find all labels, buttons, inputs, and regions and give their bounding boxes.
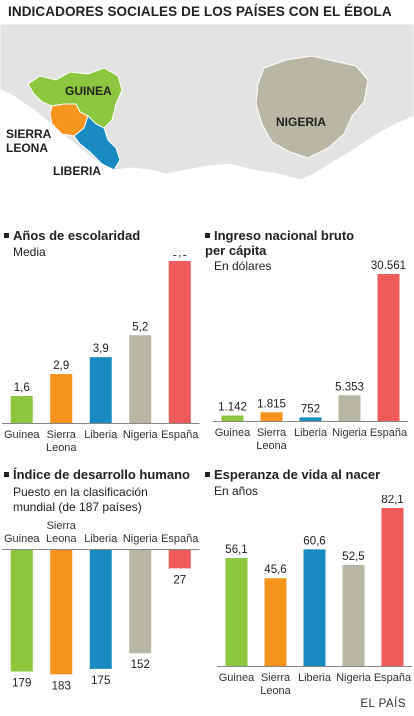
tick-label-nigeria: Nigeria <box>336 672 372 684</box>
data-label-guinea: 56,1 <box>225 544 247 556</box>
tick-label-espana: España <box>370 427 408 439</box>
bar-nigeria <box>129 550 152 654</box>
bar-nigeria <box>129 335 152 423</box>
bar-sierra-leona <box>260 412 283 421</box>
data-label-liberia: 175 <box>91 675 110 687</box>
page-title: INDICADORES SOCIALES DE LOS PAÍSES CON E… <box>8 4 392 19</box>
bar-espana <box>168 550 191 569</box>
bar-guinea <box>10 550 33 672</box>
chart-ingreso: 1.142 Guinea 1.815 Sierra Leona 752 Liberia 5.3… <box>213 260 408 452</box>
data-label-sierra-leona: 1.815 <box>257 398 286 410</box>
bar-liberia <box>89 357 112 423</box>
tick-label-sierra-leona: Sierra Leona <box>46 520 77 545</box>
bar-espana <box>377 274 400 421</box>
nigeria-shape <box>255 55 369 159</box>
west-africa-map <box>0 24 414 210</box>
tick-label-liberia: Liberia <box>84 429 118 441</box>
bar-guinea <box>225 558 248 666</box>
data-label-sierra-leona: 45,6 <box>264 564 286 576</box>
tick-label-espana: España <box>161 533 199 545</box>
data-label-guinea: 1.142 <box>218 402 247 414</box>
chart-subtitle-idh: Puesto en la clasificación mundial (de 1… <box>13 485 148 514</box>
data-label-guinea: 179 <box>12 678 31 690</box>
chart-idh: Guinea Sierra Leona Liberia Nigeria España 179… <box>2 520 200 692</box>
chart-title-text: Índice de desarrollo humano <box>13 467 190 482</box>
chart-title-idh: Índice de desarrollo humano <box>4 467 204 482</box>
map-label-guinea: GUINEA <box>65 84 112 98</box>
data-label-liberia: 752 <box>301 403 320 415</box>
tick-label-guinea: Guinea <box>4 429 40 441</box>
bullet-icon <box>4 233 9 239</box>
tick-label-nigeria: Nigeria <box>332 427 368 439</box>
chart-subtitle-escolaridad: Media <box>13 245 46 259</box>
tick-label-nigeria: Nigeria <box>123 429 159 441</box>
map-label-liberia: LIBERIA <box>53 164 101 178</box>
chart-esperanza: 56,1 Guinea 45,6 Sierra Leona 60,6 Liberia 52,5… <box>217 495 412 695</box>
bullet-icon <box>4 472 9 478</box>
data-label-sierra-leona: 2,9 <box>53 360 69 372</box>
chart-title-text: Esperanza de vida al nacer <box>214 467 381 482</box>
map-label-sierra-leona: SIERRA LEONA <box>6 127 51 155</box>
data-label-guinea: 1,6 <box>14 382 30 394</box>
data-label-espana: 9,6 <box>172 255 188 259</box>
bar-espana <box>168 261 191 423</box>
bar-guinea <box>221 415 244 421</box>
chart-title-esperanza: Esperanza de vida al nacer <box>205 467 410 482</box>
data-label-espana: 82,1 <box>381 495 403 506</box>
data-label-espana: 27 <box>173 574 186 586</box>
chart-title-text: Años de escolaridad <box>13 228 141 243</box>
tick-label-sierra-leona: Sierra Leona <box>260 672 291 695</box>
tick-label-liberia: Liberia <box>298 672 332 684</box>
data-label-espana: 30.561 <box>371 260 406 272</box>
bar-sierra-leona <box>264 578 287 666</box>
chart-title-text: Ingreso nacional bruto per cápita <box>205 228 355 258</box>
tick-label-espana: España <box>374 672 412 684</box>
data-label-nigeria: 152 <box>131 659 150 671</box>
tick-label-nigeria: Nigeria <box>123 533 159 545</box>
map-label-nigeria: NIGERIA <box>276 115 327 129</box>
liberia-shape <box>73 115 121 171</box>
bar-liberia <box>89 550 112 669</box>
chart-subtitle-esperanza: En años <box>214 484 259 498</box>
data-label-nigeria: 52,5 <box>342 551 364 563</box>
tick-label-guinea: Guinea <box>4 533 40 545</box>
bar-guinea <box>10 396 33 423</box>
data-label-liberia: 60,6 <box>303 535 325 547</box>
data-label-sierra-leona: 183 <box>52 680 71 692</box>
bar-espana <box>381 508 404 666</box>
data-label-nigeria: 5.353 <box>335 381 364 393</box>
bullet-icon <box>205 472 210 478</box>
tick-label-espana: España <box>161 429 199 441</box>
tick-label-guinea: Guinea <box>219 672 255 684</box>
tick-label-liberia: Liberia <box>84 533 118 545</box>
source-credit: EL PAÍS <box>360 698 406 710</box>
bar-nigeria <box>338 395 361 421</box>
bar-nigeria <box>342 564 365 666</box>
tick-label-sierra-leona: Sierra Leona <box>256 427 287 452</box>
bar-sierra-leona <box>50 550 73 675</box>
chart-escolaridad: 1,6 Guinea 2,9 Sierra Leona 3,9 Liberia 5,2 Nige… <box>2 255 200 454</box>
chart-title-ingreso: Ingreso nacional bruto per cápita <box>205 228 370 258</box>
data-label-liberia: 3,9 <box>93 343 109 355</box>
chart-subtitle-ingreso: En dólares <box>214 259 272 273</box>
bar-liberia <box>299 417 322 421</box>
data-label-nigeria: 5,2 <box>132 321 148 333</box>
chart-title-escolaridad: Años de escolaridad <box>4 228 200 243</box>
bar-sierra-leona <box>50 374 73 423</box>
tick-label-guinea: Guinea <box>215 427 251 439</box>
tick-label-sierra-leona: Sierra Leona <box>46 429 77 454</box>
bullet-icon <box>205 233 210 239</box>
bar-liberia <box>303 549 326 666</box>
tick-label-liberia: Liberia <box>294 427 328 439</box>
